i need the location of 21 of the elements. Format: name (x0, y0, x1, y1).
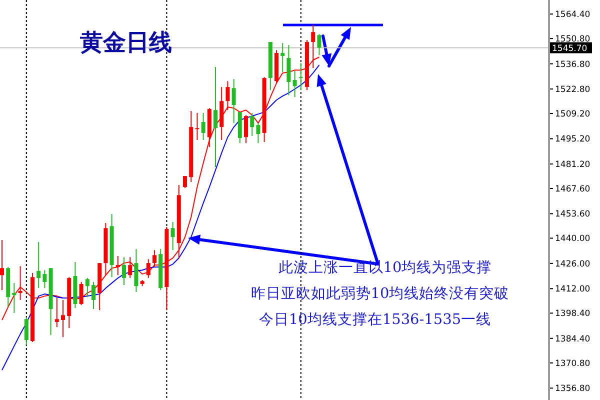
y-tick-label: 1398.40 (555, 309, 590, 320)
y-tick-label: 1412.00 (555, 284, 590, 295)
text: 黄金日线 (79, 29, 172, 56)
y-tick-label: 1495.20 (555, 134, 590, 145)
y-tick-label: 1356.80 (555, 384, 590, 394)
y-tick-label: 1550.80 (555, 34, 590, 45)
y-tick-label: 1440.00 (555, 234, 590, 244)
y-tick-label: 1370.80 (555, 358, 590, 369)
annotation: 此波上涨一直以10均线为强支撑 (278, 259, 492, 276)
y-tick-label: 1536.80 (555, 60, 590, 70)
y-tick-label: 1509.20 (555, 110, 590, 120)
y-tick-label: 1453.60 (555, 210, 590, 220)
y-tick-label: 1467.60 (555, 184, 590, 194)
y-tick-label: 1481.20 (555, 160, 590, 170)
y-tick-label: 1384.40 (555, 334, 590, 344)
y-tick-label: 1522.80 (555, 85, 590, 96)
annotation: 今日10均线支撑在1536-1535一线 (258, 311, 492, 328)
y-tick-label: 1426.00 (555, 259, 590, 270)
annotation: 昨日亚欧如此弱势10均线始终没有突破 (250, 285, 510, 302)
y-tick-label: 1564.40 (555, 10, 590, 20)
ref-line-label: 1545.70 (552, 44, 588, 54)
